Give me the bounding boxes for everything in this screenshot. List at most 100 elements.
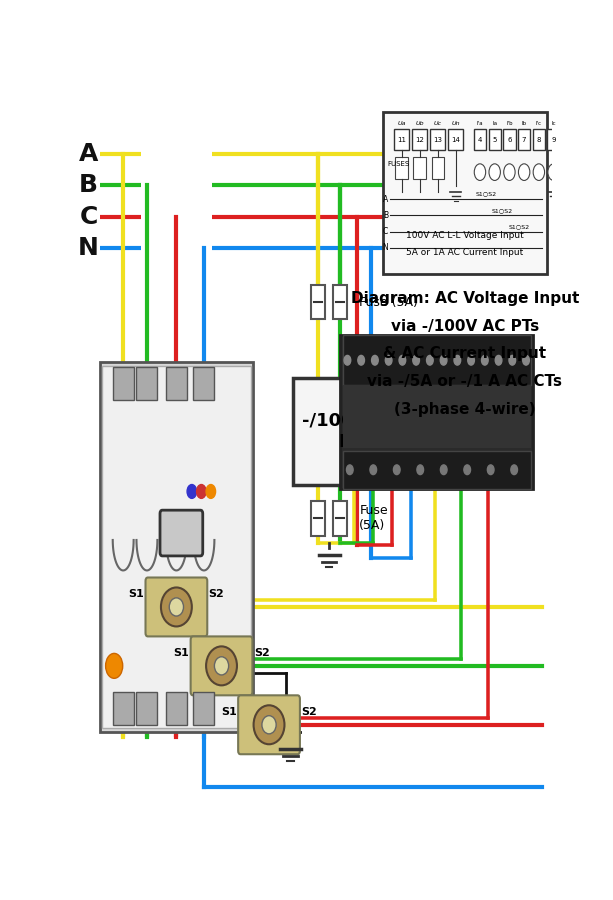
Circle shape bbox=[489, 164, 500, 181]
Bar bbox=[194, 367, 215, 400]
Bar bbox=[137, 691, 158, 725]
Text: B: B bbox=[383, 211, 388, 220]
Bar bbox=[412, 130, 427, 150]
Text: S1○S2: S1○S2 bbox=[475, 192, 497, 196]
Circle shape bbox=[519, 164, 530, 181]
FancyBboxPatch shape bbox=[340, 336, 533, 490]
Text: S1: S1 bbox=[128, 590, 144, 599]
FancyBboxPatch shape bbox=[293, 378, 409, 485]
Bar bbox=[311, 284, 325, 319]
Bar bbox=[413, 157, 426, 179]
Bar bbox=[448, 130, 463, 150]
Text: S2: S2 bbox=[254, 648, 270, 659]
Bar bbox=[547, 130, 560, 150]
Bar bbox=[430, 130, 445, 150]
Text: -/100V AC
PT: -/100V AC PT bbox=[302, 412, 401, 451]
Circle shape bbox=[371, 356, 378, 365]
Circle shape bbox=[509, 356, 516, 365]
Circle shape bbox=[468, 356, 474, 365]
FancyBboxPatch shape bbox=[383, 112, 547, 274]
FancyBboxPatch shape bbox=[238, 696, 300, 754]
Text: Ic: Ic bbox=[551, 121, 556, 126]
Circle shape bbox=[386, 356, 392, 365]
Text: 11: 11 bbox=[397, 137, 406, 143]
Text: 8: 8 bbox=[536, 137, 541, 143]
Ellipse shape bbox=[262, 716, 276, 733]
FancyBboxPatch shape bbox=[145, 578, 207, 636]
Text: Diagram: AC Voltage Input: Diagram: AC Voltage Input bbox=[351, 291, 579, 306]
Text: S1○S2: S1○S2 bbox=[508, 224, 530, 229]
Text: Ua: Ua bbox=[397, 121, 406, 126]
Text: via -/100V AC PTs: via -/100V AC PTs bbox=[390, 319, 539, 334]
Circle shape bbox=[206, 484, 216, 499]
Circle shape bbox=[358, 356, 365, 365]
Bar bbox=[166, 367, 187, 400]
Text: 12: 12 bbox=[415, 137, 424, 143]
Circle shape bbox=[511, 465, 517, 474]
Ellipse shape bbox=[215, 657, 229, 675]
Bar bbox=[489, 130, 501, 150]
Bar bbox=[137, 367, 158, 400]
Bar bbox=[395, 157, 408, 179]
Text: 5: 5 bbox=[492, 137, 497, 143]
Text: N: N bbox=[383, 243, 388, 252]
Ellipse shape bbox=[169, 598, 183, 616]
Text: 100V AC L-L Voltage Input: 100V AC L-L Voltage Input bbox=[406, 231, 524, 240]
Circle shape bbox=[344, 356, 351, 365]
FancyBboxPatch shape bbox=[102, 365, 251, 728]
Text: B: B bbox=[79, 173, 98, 197]
Text: 14: 14 bbox=[451, 137, 460, 143]
Bar bbox=[113, 691, 134, 725]
Circle shape bbox=[197, 484, 206, 499]
Circle shape bbox=[495, 356, 502, 365]
Text: A: A bbox=[383, 195, 388, 204]
FancyBboxPatch shape bbox=[160, 510, 203, 556]
Text: S1: S1 bbox=[221, 707, 237, 717]
Circle shape bbox=[413, 356, 419, 365]
Circle shape bbox=[427, 356, 433, 365]
Text: & AC Current Input: & AC Current Input bbox=[383, 346, 546, 362]
Circle shape bbox=[481, 356, 488, 365]
Bar bbox=[518, 130, 530, 150]
Ellipse shape bbox=[161, 588, 192, 626]
Circle shape bbox=[346, 465, 353, 474]
Text: A: A bbox=[79, 142, 98, 166]
Text: I'a: I'a bbox=[477, 121, 483, 126]
Text: 4: 4 bbox=[478, 137, 482, 143]
Circle shape bbox=[474, 164, 485, 181]
Bar bbox=[333, 501, 348, 536]
Circle shape bbox=[417, 465, 424, 474]
Circle shape bbox=[487, 465, 494, 474]
Bar bbox=[394, 130, 409, 150]
FancyBboxPatch shape bbox=[191, 636, 253, 696]
Text: 9: 9 bbox=[551, 137, 556, 143]
Text: C: C bbox=[79, 205, 97, 230]
Text: S2: S2 bbox=[302, 707, 317, 717]
Circle shape bbox=[533, 164, 544, 181]
Bar bbox=[533, 130, 545, 150]
Text: N: N bbox=[78, 236, 99, 260]
Circle shape bbox=[440, 356, 447, 365]
Text: 7: 7 bbox=[522, 137, 527, 143]
Ellipse shape bbox=[254, 706, 284, 744]
Text: 6: 6 bbox=[507, 137, 512, 143]
Text: 13: 13 bbox=[433, 137, 442, 143]
Ellipse shape bbox=[206, 646, 237, 686]
Text: Un: Un bbox=[451, 121, 460, 126]
Text: S1: S1 bbox=[173, 648, 189, 659]
Text: Ib: Ib bbox=[522, 121, 527, 126]
Circle shape bbox=[394, 465, 400, 474]
Text: S1○S2: S1○S2 bbox=[492, 208, 513, 212]
Bar bbox=[343, 336, 531, 385]
Circle shape bbox=[370, 465, 376, 474]
Text: S2: S2 bbox=[208, 590, 224, 599]
Bar bbox=[113, 367, 134, 400]
Text: 5A or 1A AC Current Input: 5A or 1A AC Current Input bbox=[406, 248, 524, 257]
Circle shape bbox=[105, 653, 123, 679]
Bar bbox=[343, 451, 531, 490]
Text: Ia: Ia bbox=[492, 121, 497, 126]
Bar bbox=[166, 691, 187, 725]
Circle shape bbox=[504, 164, 515, 181]
Text: (3-phase 4-wire): (3-phase 4-wire) bbox=[394, 401, 536, 417]
Text: I'b: I'b bbox=[506, 121, 512, 126]
